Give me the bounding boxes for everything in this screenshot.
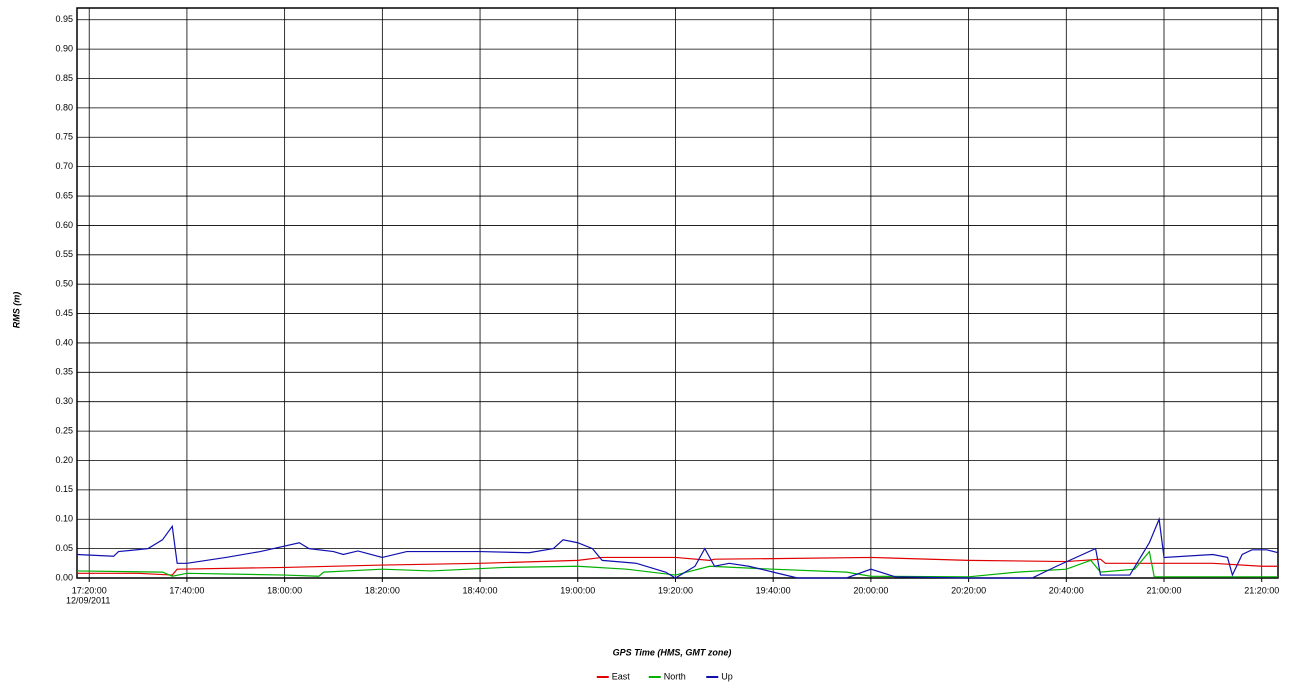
- series-line: [77, 556, 1278, 576]
- y-tick-label: 0.05: [55, 543, 73, 553]
- y-tick-label: 0.25: [55, 425, 73, 435]
- y-tick-label: 0.70: [55, 161, 73, 171]
- y-tick-label: 0.00: [55, 572, 73, 582]
- y-tick-label: 0.10: [55, 514, 73, 524]
- x-date-label: 12/09/2011: [66, 595, 110, 605]
- x-tick-label: 20:40:00: [1049, 585, 1084, 595]
- series-line: [76, 516, 1279, 579]
- y-tick-label: 0.40: [55, 337, 73, 347]
- y-tick-label: 0.60: [55, 220, 73, 230]
- y-tick-label: 0.65: [55, 190, 73, 200]
- y-axis-title: RMS (m): [11, 292, 21, 329]
- x-tick-label: 19:00:00: [560, 585, 595, 595]
- y-tick-label: 0.95: [55, 14, 73, 24]
- x-tick-label: 21:20:00: [1244, 585, 1279, 595]
- x-tick-label: 19:40:00: [756, 585, 791, 595]
- y-tick-label: 0.50: [55, 279, 73, 289]
- series-line: [76, 550, 1278, 578]
- x-tick-label: 20:20:00: [951, 585, 986, 595]
- y-tick-label: 0.45: [55, 308, 73, 318]
- x-tick-label: 17:20:00: [72, 585, 107, 595]
- x-tick-label: 18:00:00: [267, 585, 302, 595]
- x-tick-label: 20:00:00: [853, 585, 888, 595]
- x-tick-label: 18:40:00: [463, 585, 498, 595]
- y-tick-label: 0.15: [55, 484, 73, 494]
- x-tick-label: 17:40:00: [169, 585, 204, 595]
- x-axis-title: GPS Time (HMS, GMT zone): [613, 647, 732, 657]
- y-tick-label: 0.35: [55, 367, 73, 377]
- y-tick-label: 0.30: [55, 396, 73, 406]
- x-tick-label: 21:00:00: [1146, 585, 1181, 595]
- y-tick-label: 0.90: [55, 44, 73, 54]
- plot-frame: [76, 7, 1279, 579]
- y-tick-label: 0.55: [55, 249, 73, 259]
- y-tick-label: 0.20: [55, 455, 73, 465]
- legend-label: Up: [721, 671, 733, 681]
- y-tick-label: 0.80: [55, 102, 73, 112]
- y-tick-label: 0.85: [55, 73, 73, 83]
- legend-label: North: [664, 671, 686, 681]
- x-tick-label: 18:20:00: [365, 585, 400, 595]
- legend-label: East: [612, 671, 631, 681]
- x-tick-label: 19:20:00: [658, 585, 693, 595]
- y-tick-label: 0.75: [55, 132, 73, 142]
